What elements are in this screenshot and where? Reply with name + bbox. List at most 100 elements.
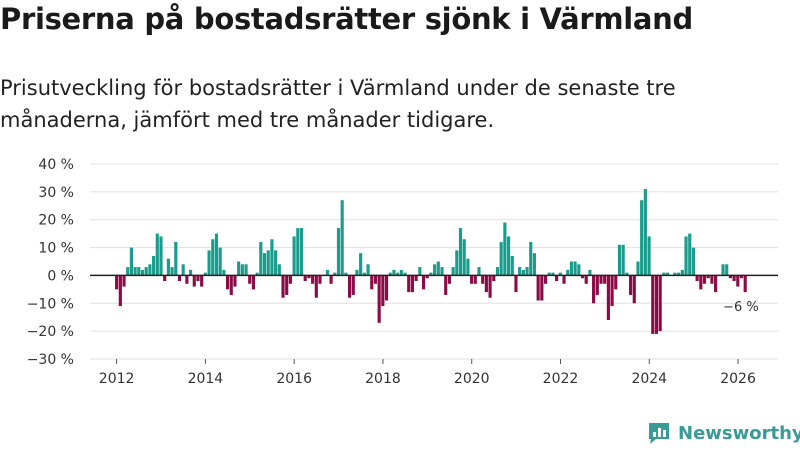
bar xyxy=(440,267,444,276)
bar xyxy=(532,253,537,276)
bar xyxy=(614,275,618,290)
bar xyxy=(632,275,636,304)
bar xyxy=(373,275,378,284)
bar xyxy=(421,275,426,290)
bar xyxy=(562,275,566,284)
bar xyxy=(728,275,732,279)
bar xyxy=(470,275,474,284)
y-tick-label: −30 % xyxy=(27,352,74,368)
bar xyxy=(466,258,470,276)
bar xyxy=(555,275,559,281)
bar xyxy=(359,253,363,276)
y-tick-label: 0 % xyxy=(47,268,74,284)
bar xyxy=(281,275,285,298)
bar xyxy=(647,236,651,276)
bar xyxy=(566,269,570,276)
bar xyxy=(177,275,182,281)
bar xyxy=(702,275,707,284)
bar xyxy=(643,189,647,276)
bar xyxy=(207,250,211,276)
y-tick-label: 30 % xyxy=(38,185,74,201)
bar xyxy=(451,267,455,276)
bar xyxy=(573,261,577,276)
bar xyxy=(425,275,429,279)
bar xyxy=(351,275,355,295)
bar xyxy=(126,267,130,276)
bar xyxy=(214,233,219,276)
bar xyxy=(129,247,133,276)
bar xyxy=(137,267,141,276)
bar xyxy=(170,267,174,276)
bar xyxy=(577,264,581,276)
bar xyxy=(203,272,207,276)
x-tick-label: 2022 xyxy=(543,371,579,387)
bar xyxy=(148,264,152,276)
bar xyxy=(185,275,189,284)
bar xyxy=(617,244,622,276)
bar xyxy=(584,275,588,284)
bar xyxy=(510,255,514,276)
bar xyxy=(518,267,522,276)
y-tick-label: −10 % xyxy=(27,296,74,312)
bar xyxy=(237,261,241,276)
bar xyxy=(225,275,230,290)
bar xyxy=(603,275,607,284)
x-tick-label: 2026 xyxy=(720,371,756,387)
bar xyxy=(529,242,533,276)
bar xyxy=(292,236,296,276)
bar xyxy=(163,275,167,281)
bar xyxy=(654,275,659,334)
bar-chart: −30 % −20 % −10 % 0 % 10 % 20 % 30 % 40 % 2012 20… xyxy=(27,157,778,387)
bar xyxy=(721,264,725,276)
bar xyxy=(484,275,488,293)
bar xyxy=(525,267,529,276)
bar xyxy=(259,242,263,276)
bar xyxy=(714,275,718,293)
bar xyxy=(318,275,322,284)
bar xyxy=(222,269,226,276)
bar xyxy=(311,275,315,284)
bar xyxy=(743,275,747,293)
bar xyxy=(118,275,122,307)
bar xyxy=(355,269,359,276)
x-tick-label: 2012 xyxy=(99,371,135,387)
bar xyxy=(344,272,348,276)
bar xyxy=(569,261,573,276)
bar xyxy=(710,275,714,284)
bar xyxy=(340,200,344,276)
bar xyxy=(492,275,496,281)
bar xyxy=(399,269,403,276)
bar xyxy=(599,275,603,284)
bar xyxy=(429,272,433,276)
bar xyxy=(233,275,237,287)
bar xyxy=(296,228,300,276)
bar xyxy=(152,255,156,276)
bar xyxy=(200,275,204,287)
x-tick-label: 2020 xyxy=(454,371,490,387)
newsworthy-logo-icon xyxy=(649,423,669,444)
bar xyxy=(662,272,666,276)
bar xyxy=(285,275,289,295)
bar xyxy=(725,264,729,276)
bar xyxy=(122,275,126,287)
bar xyxy=(244,264,248,276)
bar xyxy=(251,275,256,290)
bar xyxy=(640,200,644,276)
bar xyxy=(140,269,145,276)
bar xyxy=(410,275,414,293)
bar xyxy=(455,250,459,276)
bar xyxy=(691,247,696,276)
bar xyxy=(514,275,518,293)
bar xyxy=(366,264,370,276)
bar xyxy=(115,275,119,290)
brand-logo: Newsworthy xyxy=(646,420,800,446)
bar xyxy=(673,272,677,276)
bar xyxy=(739,275,744,279)
bar xyxy=(336,228,341,276)
bar xyxy=(588,269,592,276)
bar xyxy=(388,272,392,276)
bar xyxy=(610,275,614,307)
bar xyxy=(436,261,440,276)
chart-title: Priserna på bostadsrätter sjönk i Värmla… xyxy=(0,2,693,36)
bar xyxy=(447,275,451,284)
